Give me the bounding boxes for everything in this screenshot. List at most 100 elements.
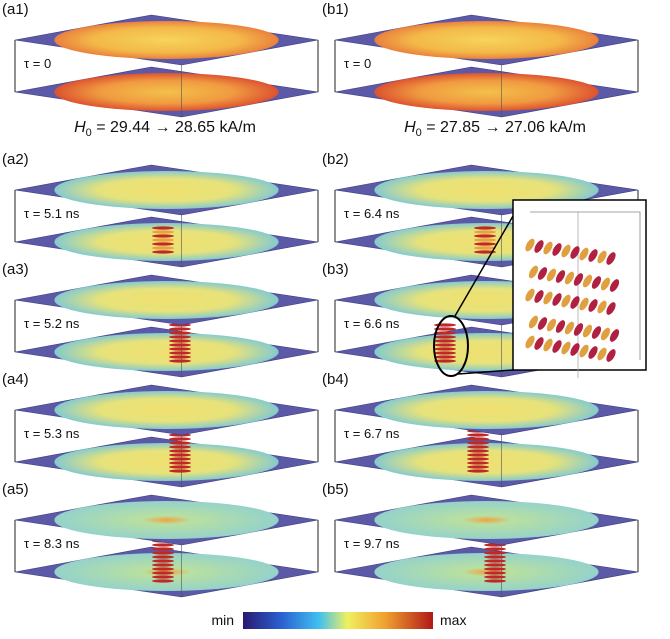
spin-texture [169, 437, 191, 440]
spin-texture [434, 331, 456, 334]
time-label: τ = 5.3 ns [24, 426, 80, 441]
spin-texture [152, 579, 174, 582]
panel-label: (b2) [322, 151, 349, 168]
panel-label: (a4) [2, 371, 29, 388]
spin-texture [169, 335, 191, 338]
spin-texture [484, 563, 506, 566]
spin-texture [434, 351, 456, 354]
disk [374, 21, 598, 59]
spin-texture [484, 579, 506, 582]
spin-texture [484, 575, 506, 578]
spin-texture [152, 571, 174, 574]
spin-texture [152, 567, 174, 570]
spin-texture [474, 238, 496, 241]
time-label: τ = 9.7 ns [344, 536, 400, 551]
colorbar-min: min [211, 612, 234, 628]
disk [54, 281, 278, 319]
spin-texture [467, 441, 489, 444]
disk [54, 73, 278, 111]
spin-texture [467, 457, 489, 460]
spin-texture [484, 567, 506, 570]
spin-texture [152, 555, 174, 558]
spin-texture [434, 335, 456, 338]
spin-texture [152, 547, 174, 550]
disk [54, 501, 278, 539]
heading-text: = 27.85 → 27.06 kA/m [422, 119, 586, 136]
spin-texture [434, 343, 456, 346]
spin-texture [152, 234, 174, 237]
time-label: τ = 8.3 ns [24, 536, 80, 551]
spin-texture [434, 347, 456, 350]
spin-texture [169, 449, 191, 452]
spin-texture [169, 453, 191, 456]
spin-texture [474, 226, 496, 229]
panel-label: (a1) [2, 1, 29, 18]
spin-texture [169, 465, 191, 468]
spin-texture [169, 327, 191, 330]
spin-texture [152, 551, 174, 554]
spin-texture [474, 234, 496, 237]
spin-texture [484, 559, 506, 562]
time-label: τ = 0 [344, 56, 371, 71]
spin-texture [467, 437, 489, 440]
heading-text: = 29.44 → 28.65 kA/m [92, 119, 256, 136]
spin-texture [467, 461, 489, 464]
disk [54, 391, 278, 429]
disk [374, 73, 598, 111]
time-label: τ = 5.2 ns [24, 316, 80, 331]
spin-texture [152, 575, 174, 578]
colorbar-max: max [440, 612, 466, 628]
disk [54, 443, 278, 481]
spin-texture [467, 453, 489, 456]
spin-texture [169, 445, 191, 448]
spin-texture [474, 246, 496, 249]
spin-texture [169, 469, 191, 472]
spin-texture [169, 343, 191, 346]
spin-texture [467, 449, 489, 452]
inset-box [513, 200, 646, 370]
spin-texture [169, 347, 191, 350]
spin-texture [484, 571, 506, 574]
spin-texture [152, 226, 174, 229]
spin-texture [467, 445, 489, 448]
heading: H0 = 29.44 → 28.65 kA/m [74, 119, 256, 139]
colorbar [243, 612, 433, 629]
disk [54, 171, 278, 209]
spin-texture [152, 563, 174, 566]
panel-label: (a3) [2, 261, 29, 278]
time-label: τ = 0 [24, 56, 51, 71]
spin-texture [169, 457, 191, 460]
page: {"panels": [ {"label": "(a1)", "time": "… [0, 0, 670, 639]
spin-texture [467, 465, 489, 468]
spin-texture [152, 238, 174, 241]
spin-texture [152, 543, 174, 546]
spin-texture [474, 242, 496, 245]
panel [335, 15, 638, 117]
spin-texture [169, 359, 191, 362]
spin-texture [434, 355, 456, 358]
panel-label: (b5) [322, 481, 349, 498]
heading-symbol: H [74, 119, 86, 136]
panel-label: (a5) [2, 481, 29, 498]
panel-label: (b4) [322, 371, 349, 388]
spin-texture [169, 351, 191, 354]
panel-label: (b1) [322, 1, 349, 18]
spin-texture [152, 250, 174, 253]
spin-texture [169, 461, 191, 464]
heading: H0 = 27.85 → 27.06 kA/m [404, 119, 586, 139]
time-label: τ = 6.4 ns [344, 206, 400, 221]
time-label: τ = 6.6 ns [344, 316, 400, 331]
spin-texture [484, 547, 506, 550]
disk [374, 391, 598, 429]
spin-texture [434, 339, 456, 342]
spin-texture [169, 355, 191, 358]
heading-symbol: H [404, 119, 416, 136]
spin-texture [152, 559, 174, 562]
spin-texture [152, 230, 174, 233]
spin-texture [169, 331, 191, 334]
disk [54, 333, 278, 371]
spin-texture [467, 433, 489, 436]
spin-texture [169, 441, 191, 444]
time-label: τ = 5.1 ns [24, 206, 80, 221]
disk [54, 21, 278, 59]
